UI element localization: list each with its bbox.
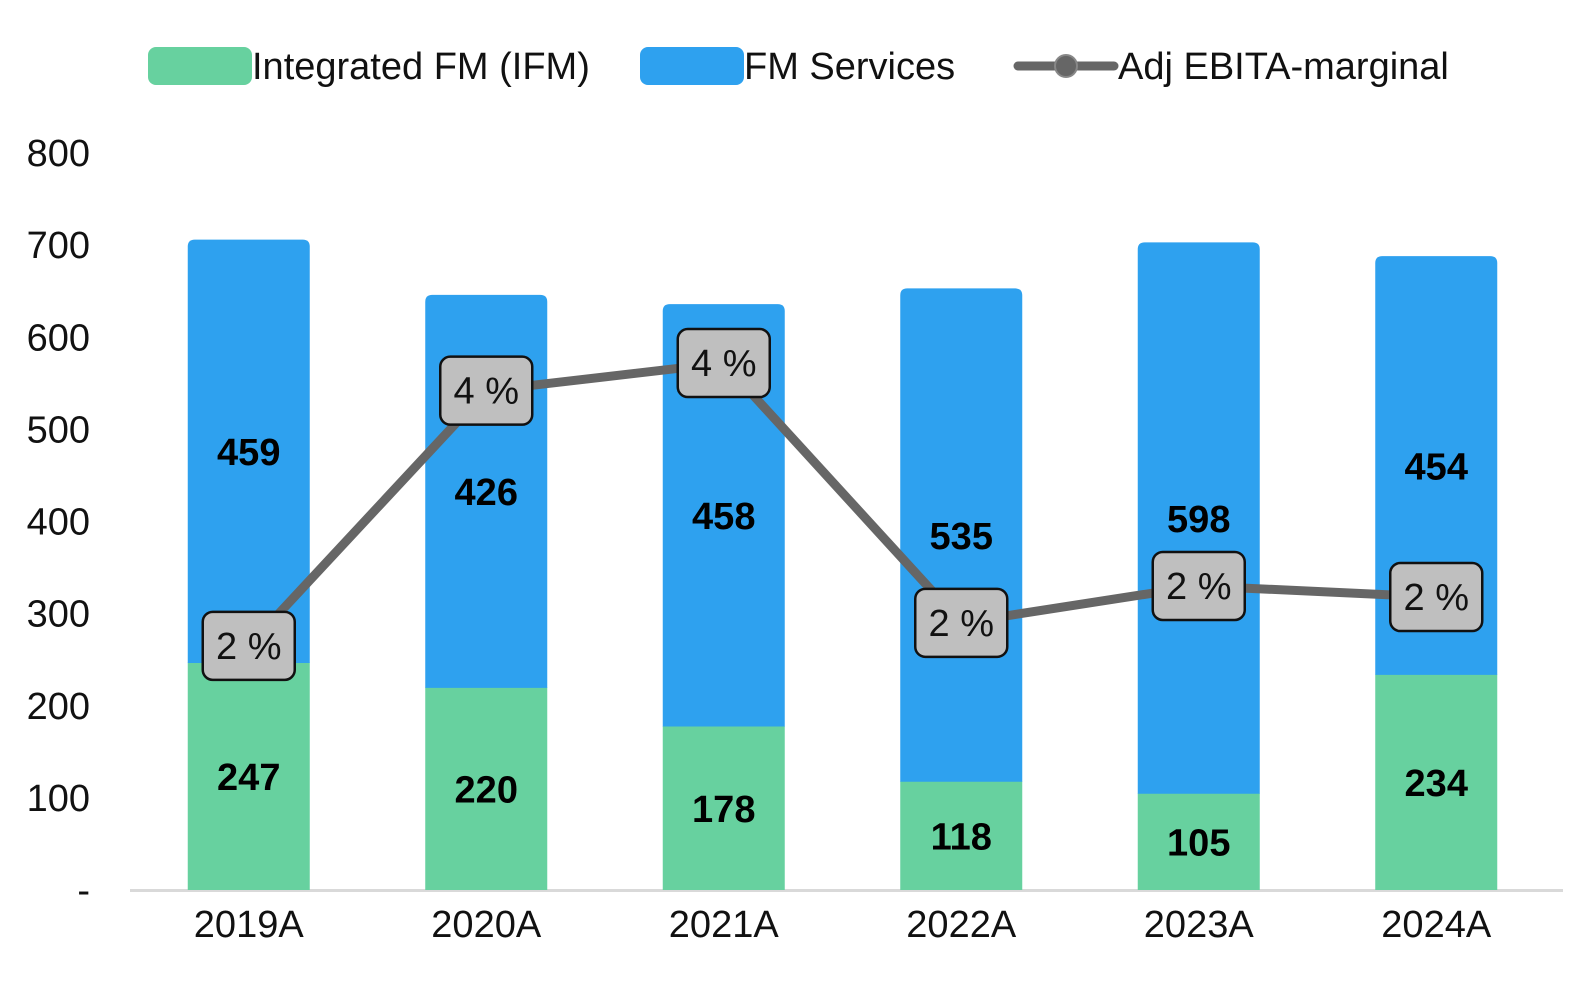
bar-value-ifm-2024A: 234 xyxy=(1405,763,1468,805)
margin-marker-2023A xyxy=(1151,550,1246,622)
y-tick-label: - xyxy=(77,870,90,912)
bar-value-fm-services-2021A: 458 xyxy=(692,496,755,538)
bar-value-fm-services-2019A: 459 xyxy=(217,432,280,474)
margin-marker-2022A xyxy=(914,587,1009,659)
bar-value-ifm-2022A: 118 xyxy=(931,817,992,859)
bar-value-fm-services-2024A: 454 xyxy=(1405,446,1468,488)
axes: - 100 200 300 400 500 600 700 800 2019A 2020A 2021A… xyxy=(27,133,1563,946)
legend-label-0: Integrated FM (IFM) xyxy=(252,46,590,88)
margin-marker-2021A xyxy=(676,327,771,399)
x-tick-label: 2020A xyxy=(431,904,542,946)
x-tick-label: 2024A xyxy=(1381,904,1492,946)
bar-ifm-2023A xyxy=(1137,793,1260,890)
x-tick-label: 2021A xyxy=(669,904,780,946)
margin-line: 2 % 4 % 4 % 2 % 2 % 2 % xyxy=(201,327,1484,682)
bar-value-ifm-2020A: 220 xyxy=(455,770,518,812)
margin-label-2022A: 2 % xyxy=(929,603,994,645)
bar-ifm-2021A xyxy=(662,726,785,890)
bar-value-fm-services-2022A: 535 xyxy=(930,516,993,558)
bars xyxy=(187,239,1498,890)
bar-fm-services-2021A xyxy=(662,304,785,727)
margin-marker-2024A xyxy=(1389,561,1484,633)
bar-fm-services-2023A xyxy=(1137,242,1260,794)
y-tick-label: 400 xyxy=(27,502,90,544)
bar-value-ifm-2023A: 105 xyxy=(1167,823,1230,865)
bar-ifm-2019A xyxy=(187,662,310,890)
margin-marker-2020A xyxy=(439,355,534,426)
bar-value-fm-services-2020A: 426 xyxy=(455,472,518,514)
legend-swatch-1 xyxy=(640,47,744,85)
margin-marker-2019A xyxy=(201,610,296,682)
margin-label-2021A: 4 % xyxy=(691,343,756,385)
y-tick-label: 100 xyxy=(27,778,90,820)
legend-line-marker xyxy=(1054,54,1078,78)
y-tick-label: 800 xyxy=(27,133,90,175)
y-tick-label: 300 xyxy=(27,594,90,636)
bar-ifm-2022A xyxy=(900,781,1023,890)
x-tick-label: 2022A xyxy=(906,904,1017,946)
legend-label-1: FM Services xyxy=(744,46,955,88)
bar-ifm-2024A xyxy=(1375,674,1498,890)
margin-label-2024A: 2 % xyxy=(1404,577,1469,619)
y-tick-label: 200 xyxy=(27,686,90,728)
bar-fm-services-2022A xyxy=(900,288,1023,782)
y-tick-label: 500 xyxy=(27,409,90,451)
legend-swatch-0 xyxy=(148,47,252,85)
x-tick-label: 2019A xyxy=(194,904,305,946)
x-tick-label: 2023A xyxy=(1144,904,1255,946)
margin-label-2020A: 4 % xyxy=(454,371,519,413)
margin-label-2023A: 2 % xyxy=(1166,566,1231,608)
y-tick-label: 700 xyxy=(27,225,90,267)
legend-label-2: Adj EBITA-marginal xyxy=(1118,46,1449,88)
bar-ifm-2020A xyxy=(425,687,548,890)
margin-label-2019A: 2 % xyxy=(216,626,281,668)
bar-value-ifm-2019A: 247 xyxy=(217,757,280,799)
legend: Integrated FM (IFM) FM Services Adj EBITA-… xyxy=(148,46,1449,88)
data-labels: 247 459 220 426 178 458 118 535 105 598 234 454 xyxy=(217,432,1468,865)
bar-value-fm-services-2023A: 598 xyxy=(1167,499,1230,541)
bar-value-ifm-2021A: 178 xyxy=(692,789,755,831)
bar-fm-services-2019A xyxy=(187,239,310,663)
y-tick-label: 600 xyxy=(27,317,90,359)
